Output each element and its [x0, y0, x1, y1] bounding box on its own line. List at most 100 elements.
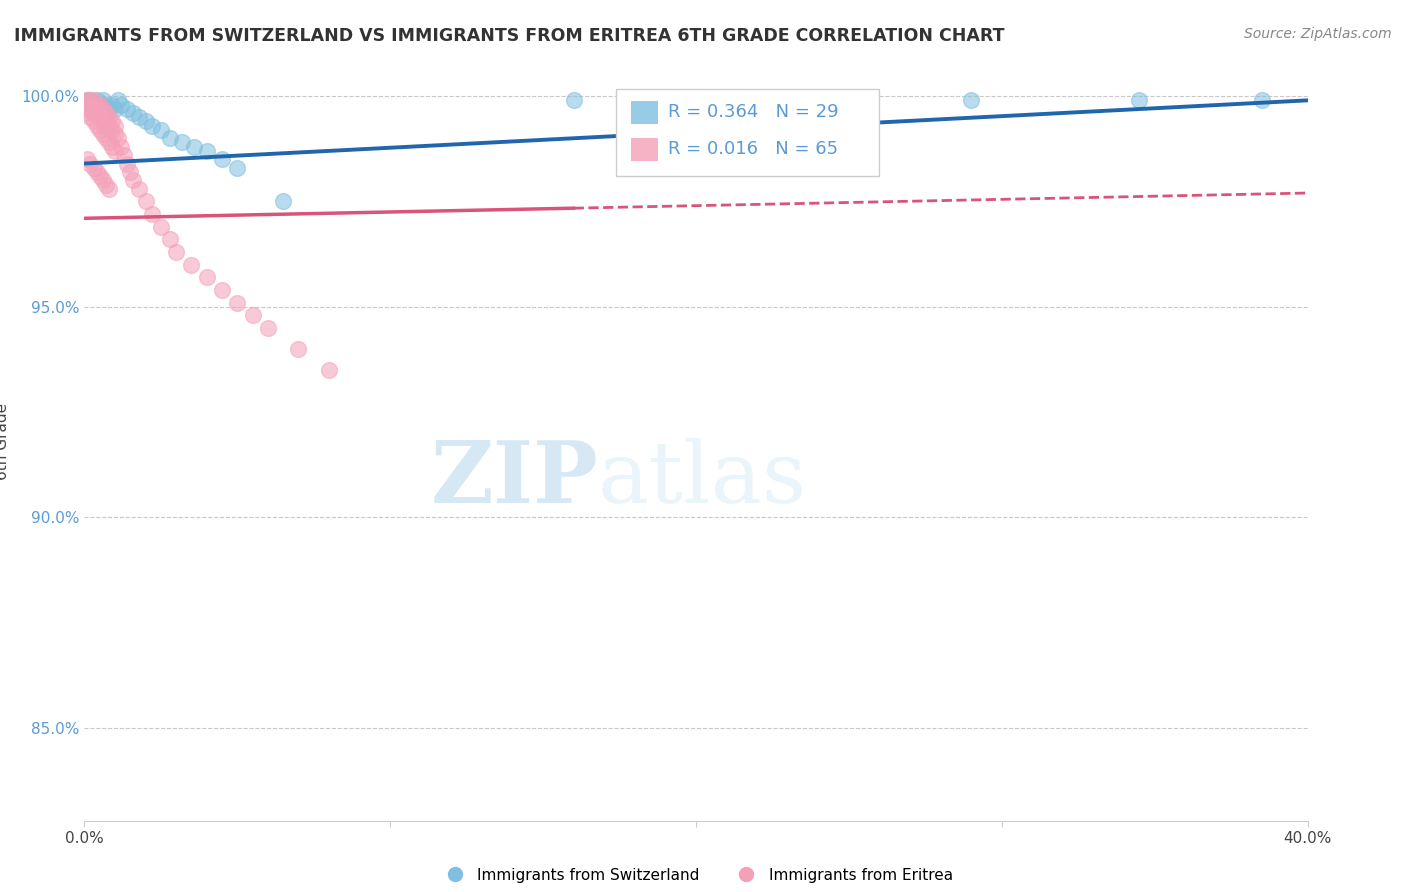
Point: [79, 110, 101, 124]
Point: [83, 102, 105, 116]
Point: [89, 97, 111, 112]
Point: [110, 97, 132, 112]
Point: [104, 102, 127, 116]
Point: [135, 194, 157, 209]
Point: [86, 106, 108, 120]
Point: [97, 102, 120, 116]
Point: [76, 153, 98, 167]
Point: [91, 102, 114, 116]
Point: [79, 102, 101, 116]
Point: [226, 161, 249, 175]
Point: [115, 102, 138, 116]
Point: [104, 119, 127, 133]
Point: [101, 114, 124, 128]
Point: [94, 131, 117, 145]
FancyBboxPatch shape: [631, 138, 658, 161]
Point: [97, 110, 120, 124]
Point: [135, 114, 157, 128]
Point: [107, 131, 129, 145]
Point: [83, 97, 105, 112]
Point: [94, 106, 117, 120]
Point: [86, 93, 108, 107]
Point: [91, 110, 114, 124]
FancyBboxPatch shape: [616, 89, 880, 177]
Point: [165, 244, 187, 259]
Point: [195, 270, 218, 285]
Point: [79, 97, 101, 112]
Point: [1250, 93, 1272, 107]
Point: [91, 173, 114, 187]
Point: [128, 110, 150, 124]
Point: [91, 127, 114, 141]
Point: [128, 182, 150, 196]
Point: [86, 119, 108, 133]
Point: [141, 119, 163, 133]
Point: [141, 207, 163, 221]
Point: [97, 119, 120, 133]
Point: [97, 182, 120, 196]
Point: [79, 156, 101, 170]
Point: [83, 106, 105, 120]
Point: [91, 114, 114, 128]
Text: Source: ZipAtlas.com: Source: ZipAtlas.com: [1244, 27, 1392, 41]
Point: [122, 173, 145, 187]
FancyBboxPatch shape: [631, 101, 658, 124]
Point: [86, 102, 108, 116]
Point: [89, 110, 111, 124]
Point: [287, 342, 309, 356]
Point: [76, 93, 98, 107]
Point: [562, 93, 585, 107]
Point: [242, 308, 264, 322]
Text: ZIP: ZIP: [430, 437, 598, 522]
Point: [91, 93, 114, 107]
Point: [101, 97, 124, 112]
Point: [94, 97, 117, 112]
Point: [104, 127, 127, 141]
Point: [94, 119, 117, 133]
Point: [120, 165, 142, 179]
Point: [97, 136, 120, 150]
Point: [94, 114, 117, 128]
Point: [226, 295, 249, 310]
Point: [159, 232, 181, 246]
Point: [83, 93, 105, 107]
Point: [183, 139, 205, 153]
Point: [172, 136, 194, 150]
Point: [112, 148, 135, 162]
Text: R = 0.364   N = 29: R = 0.364 N = 29: [668, 103, 838, 120]
Point: [89, 106, 111, 120]
Point: [107, 93, 129, 107]
Point: [86, 165, 108, 179]
Point: [89, 97, 111, 112]
Point: [149, 123, 172, 137]
Point: [960, 93, 983, 107]
Point: [271, 194, 294, 209]
Point: [76, 93, 98, 107]
Point: [104, 144, 127, 158]
Point: [101, 123, 124, 137]
Point: [110, 139, 132, 153]
Y-axis label: 6th Grade: 6th Grade: [0, 403, 10, 480]
Point: [122, 106, 145, 120]
Text: R = 0.016   N = 65: R = 0.016 N = 65: [668, 140, 838, 158]
Point: [86, 97, 108, 112]
Point: [115, 156, 138, 170]
Point: [83, 161, 105, 175]
Point: [89, 123, 111, 137]
Point: [94, 178, 117, 192]
Point: [101, 139, 124, 153]
Point: [318, 363, 340, 377]
Point: [257, 320, 280, 334]
Point: [211, 283, 233, 297]
Point: [211, 153, 233, 167]
Point: [76, 102, 98, 116]
Text: IMMIGRANTS FROM SWITZERLAND VS IMMIGRANTS FROM ERITREA 6TH GRADE CORRELATION CHA: IMMIGRANTS FROM SWITZERLAND VS IMMIGRANT…: [14, 27, 1004, 45]
Point: [76, 106, 98, 120]
Point: [79, 93, 101, 107]
Point: [79, 93, 101, 107]
Point: [180, 258, 202, 272]
Point: [149, 219, 172, 234]
Point: [83, 114, 105, 128]
Point: [89, 169, 111, 183]
Point: [76, 97, 98, 112]
